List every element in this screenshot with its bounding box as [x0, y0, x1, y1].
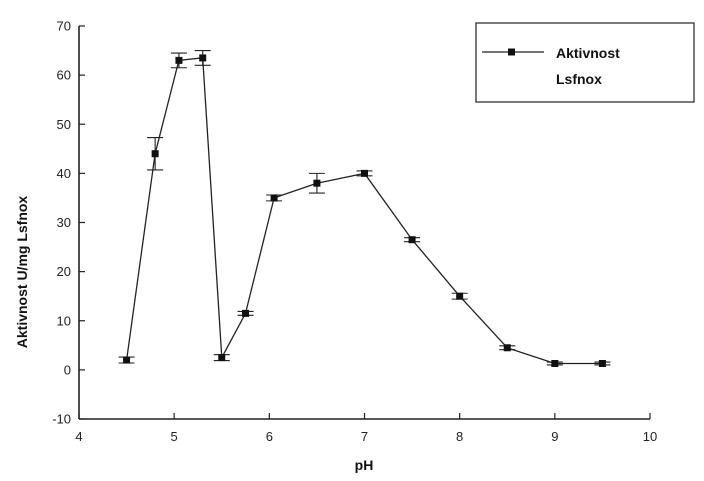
y-tick-label: 60: [57, 68, 71, 83]
series-line: [125, 57, 603, 365]
ticks: 4 5 6 7 8 9 10 -10 0 10 20 30 40 50 60 70: [52, 19, 657, 445]
series-layer: [118, 50, 611, 367]
data-point: [218, 354, 226, 362]
data-point: [313, 179, 321, 187]
legend-label-line-2: Lsfnox: [556, 71, 602, 87]
x-tick-label: 7: [361, 429, 368, 444]
legend: Aktivnost Lsfnox: [475, 22, 695, 103]
legend-label-line-1: Aktivnost: [556, 45, 620, 61]
legend-marker: [508, 48, 515, 56]
data-point: [598, 359, 606, 367]
y-tick-label: 50: [57, 117, 71, 132]
y-tick-label: 0: [64, 362, 71, 377]
y-tick-label: 30: [57, 215, 71, 230]
x-tick-label: 5: [171, 429, 178, 444]
data-point: [175, 56, 183, 64]
data-point: [456, 292, 464, 300]
x-tick-label: 9: [551, 429, 558, 444]
y-tick-label: 70: [57, 19, 71, 34]
legend-box: [475, 22, 695, 103]
x-axis-label: pH: [355, 457, 374, 473]
y-tick-label: 40: [57, 166, 71, 181]
y-tick-label: -10: [52, 412, 71, 427]
y-tick-label: 10: [57, 313, 71, 328]
data-point: [199, 54, 207, 62]
data-point: [151, 150, 159, 158]
data-point: [123, 356, 131, 364]
x-tick-label: 10: [643, 429, 657, 444]
x-tick-label: 8: [456, 429, 463, 444]
y-tick-label: 20: [57, 264, 71, 279]
x-tick-label: 4: [75, 429, 82, 444]
data-point: [270, 194, 278, 202]
data-point: [551, 359, 559, 367]
data-point: [361, 169, 368, 177]
data-point: [408, 236, 416, 244]
data-point: [503, 344, 511, 352]
y-axis-label: Aktivnost U/mg Lsfnox: [14, 196, 30, 349]
x-tick-label: 6: [266, 429, 273, 444]
data-point: [242, 309, 250, 317]
